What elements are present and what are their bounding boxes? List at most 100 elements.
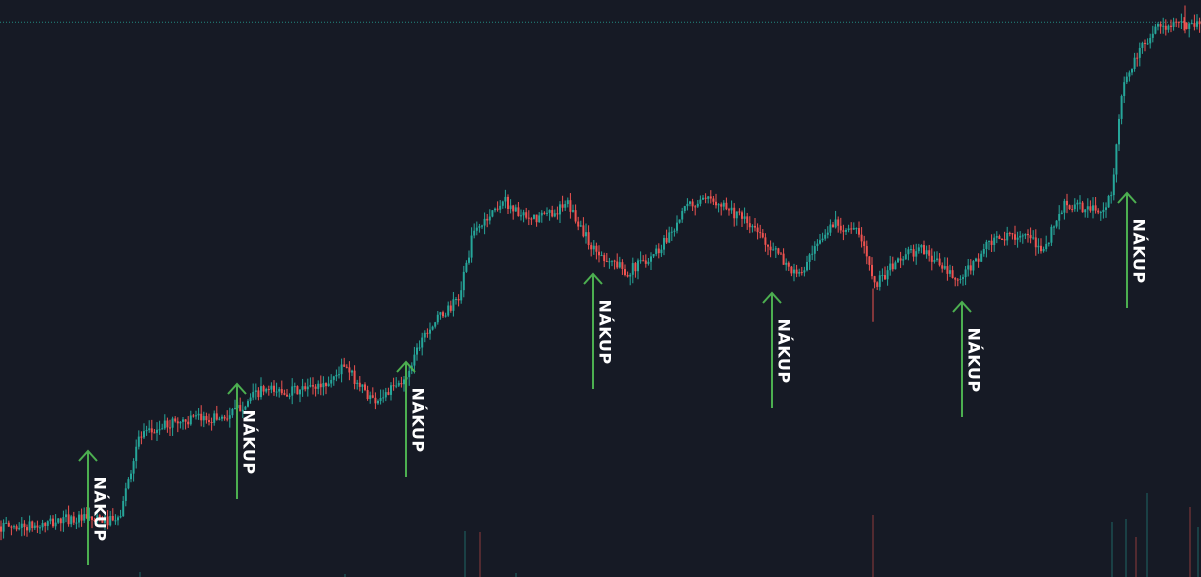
candle <box>1141 41 1144 54</box>
candle <box>959 275 962 284</box>
candle <box>83 507 86 524</box>
candle <box>910 245 912 254</box>
candle <box>137 430 140 450</box>
candle <box>1073 198 1076 212</box>
candle <box>951 265 954 279</box>
candle <box>288 393 291 400</box>
candle <box>468 250 470 265</box>
candle <box>392 377 395 391</box>
candle <box>1032 230 1035 240</box>
candle <box>761 229 764 239</box>
up-arrow-icon <box>762 291 782 408</box>
candle <box>449 300 452 313</box>
candle <box>621 259 624 275</box>
candle <box>1081 200 1084 213</box>
candle <box>559 201 561 223</box>
candle <box>699 195 702 207</box>
candle <box>1120 94 1123 125</box>
candle <box>314 384 317 397</box>
candle <box>798 268 801 277</box>
candle <box>364 382 366 392</box>
candle <box>54 514 57 530</box>
candle <box>132 458 135 482</box>
candle <box>88 507 91 521</box>
candle <box>577 216 580 231</box>
candle <box>20 517 23 537</box>
buy-signal-label: NÁKUP <box>596 299 615 364</box>
candle <box>267 385 270 396</box>
candle <box>397 380 400 388</box>
candle <box>936 251 938 262</box>
candle <box>306 378 309 397</box>
candle <box>494 207 496 213</box>
candle <box>208 413 210 426</box>
candle <box>1193 14 1196 31</box>
candle <box>1146 38 1149 45</box>
candle <box>429 322 431 340</box>
candle <box>231 407 234 418</box>
candle <box>847 224 850 233</box>
candle <box>260 377 262 400</box>
candle <box>395 377 398 389</box>
candle <box>756 223 759 240</box>
candle <box>886 265 889 286</box>
candle <box>109 510 112 527</box>
candle <box>338 366 340 379</box>
candle <box>455 296 457 305</box>
candle <box>166 417 169 433</box>
candle <box>988 240 990 251</box>
candle <box>1053 225 1055 236</box>
candle <box>821 232 824 243</box>
candle <box>332 375 335 386</box>
candle <box>998 234 1001 240</box>
candle <box>735 211 738 226</box>
candle <box>917 243 920 254</box>
candle <box>1037 238 1040 254</box>
candle <box>668 226 671 244</box>
candle <box>96 510 99 525</box>
candle <box>1014 225 1016 246</box>
candle <box>730 200 733 214</box>
candle <box>75 517 78 530</box>
candle <box>351 369 353 377</box>
candle <box>881 268 884 282</box>
candle <box>652 254 655 259</box>
candle <box>345 364 348 369</box>
candle <box>426 328 429 338</box>
candle <box>842 224 845 241</box>
candle <box>270 382 273 394</box>
candle <box>769 240 772 258</box>
candle <box>247 399 249 408</box>
buy-signal: NÁKUP <box>227 382 259 499</box>
candle <box>595 242 598 260</box>
candle <box>790 265 793 277</box>
candle <box>1172 17 1175 31</box>
candle <box>179 421 182 429</box>
candle <box>67 505 70 527</box>
candle <box>28 515 31 533</box>
candle <box>512 204 515 220</box>
candle <box>956 277 959 287</box>
candle <box>1092 197 1094 219</box>
up-arrow-icon <box>952 300 972 417</box>
candle <box>18 522 21 531</box>
candle <box>192 413 195 418</box>
candle <box>377 399 379 405</box>
candle <box>44 521 47 533</box>
candle <box>665 229 668 244</box>
candle <box>80 508 83 527</box>
candle <box>156 422 158 441</box>
candle <box>759 224 762 239</box>
candle <box>436 311 439 325</box>
candle <box>1003 231 1006 246</box>
candle <box>317 380 320 395</box>
candle <box>839 217 842 234</box>
candle <box>1136 52 1139 67</box>
candle <box>1027 229 1029 243</box>
candle <box>826 226 829 239</box>
candle <box>517 201 520 217</box>
candle <box>7 520 10 527</box>
candle <box>169 419 171 437</box>
